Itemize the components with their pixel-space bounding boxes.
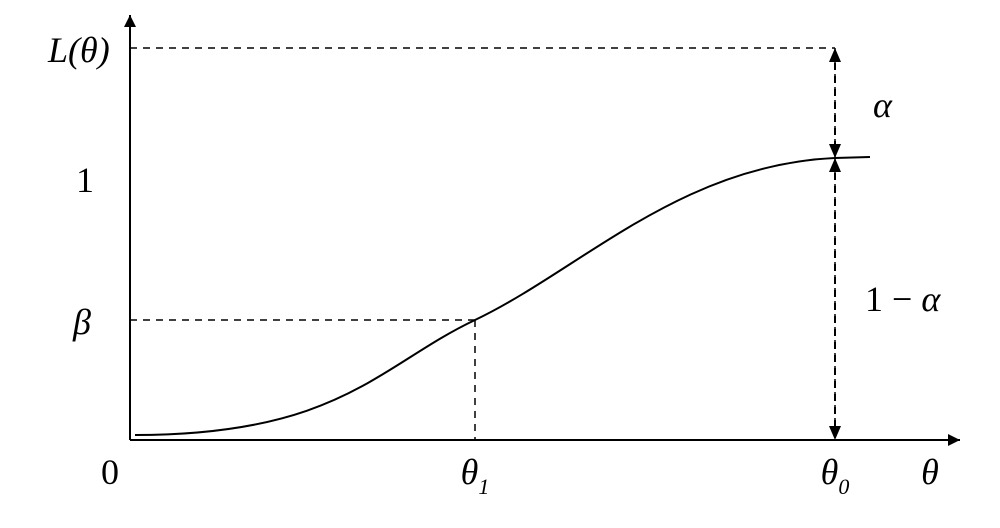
x-axis-label: θ <box>921 452 939 492</box>
y-tick-one: 1 <box>76 160 94 200</box>
chart-background <box>0 0 1000 528</box>
origin-label: 0 <box>101 452 119 492</box>
y-tick-beta: β <box>72 302 91 342</box>
oc-curve-chart: L(θ)1β0θ1θ0θα1 − α <box>0 0 1000 528</box>
y-axis-label: L(θ) <box>47 30 110 70</box>
alpha-label: α <box>873 85 893 125</box>
one-minus-alpha-label: 1 − α <box>865 279 941 319</box>
